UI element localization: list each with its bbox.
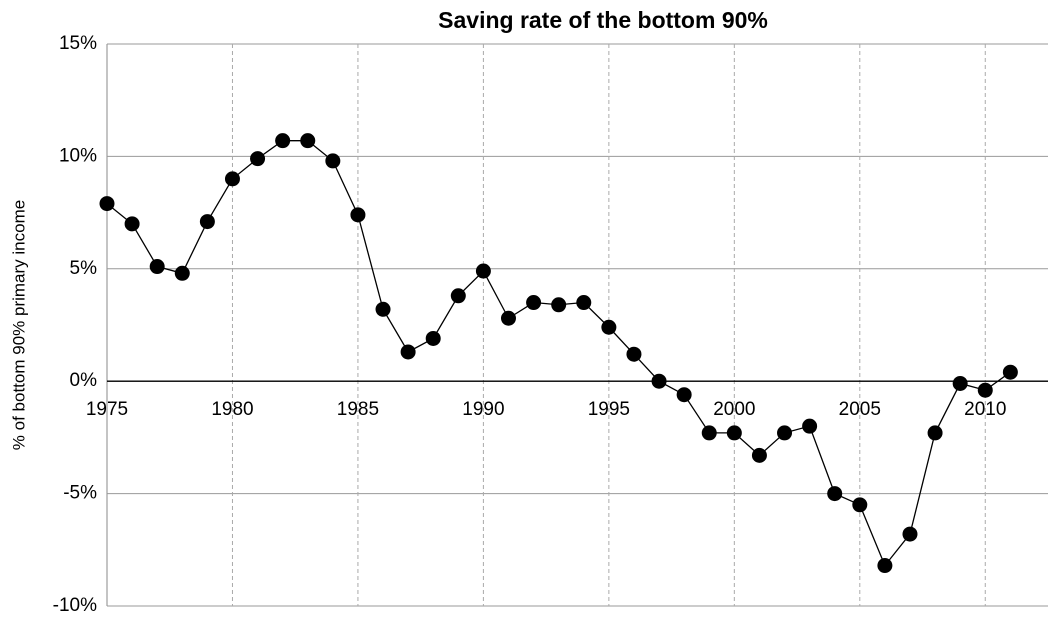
data-point (400, 344, 416, 360)
data-point (350, 207, 366, 223)
x-tick-label: 1985 (337, 399, 379, 420)
y-tick-label: 10% (59, 145, 97, 166)
data-point (676, 387, 692, 403)
data-point (124, 216, 140, 232)
y-tick-label: 15% (59, 33, 97, 54)
data-point (902, 526, 918, 542)
y-tick-label: 5% (70, 258, 98, 279)
data-point (450, 288, 466, 304)
data-point (149, 259, 165, 275)
data-point (601, 319, 617, 335)
data-point (174, 265, 190, 281)
x-tick-label: 2010 (964, 399, 1006, 420)
data-point (626, 346, 642, 362)
data-point (99, 196, 115, 212)
data-point (977, 382, 993, 398)
data-point (827, 486, 843, 502)
y-axis-label: % of bottom 90% primary income (9, 200, 28, 450)
x-tick-label: 1980 (211, 399, 253, 420)
data-point (425, 330, 441, 346)
data-point (199, 214, 215, 230)
data-point (777, 425, 793, 441)
chart-title: Saving rate of the bottom 90% (438, 7, 768, 33)
data-point (701, 425, 717, 441)
series-line (106, 140, 1011, 567)
data-point (576, 295, 592, 311)
data-point (500, 310, 516, 326)
data-point (952, 375, 968, 391)
y-tick-label: -10% (53, 595, 97, 616)
data-point (551, 297, 567, 313)
x-tick-label: 1990 (462, 399, 504, 420)
x-tick-label: 1995 (588, 399, 630, 420)
data-point (651, 373, 667, 389)
data-point (802, 418, 818, 434)
data-point (751, 447, 767, 463)
y-tick-label: -5% (63, 483, 97, 504)
data-point (250, 151, 266, 167)
y-tick-label: 0% (70, 370, 98, 391)
data-point (325, 153, 341, 169)
data-point (927, 425, 943, 441)
data-point (275, 133, 291, 149)
data-point (877, 558, 893, 574)
data-point (475, 263, 491, 279)
x-tick-label: 2005 (839, 399, 881, 420)
x-tick-label: 1975 (86, 399, 128, 420)
data-point (1002, 364, 1018, 380)
data-point (726, 425, 742, 441)
data-point (375, 301, 391, 317)
data-point (300, 133, 316, 149)
data-point (224, 171, 240, 187)
data-point (526, 295, 542, 311)
x-tick-label: 2000 (713, 399, 755, 420)
data-point (852, 497, 868, 513)
